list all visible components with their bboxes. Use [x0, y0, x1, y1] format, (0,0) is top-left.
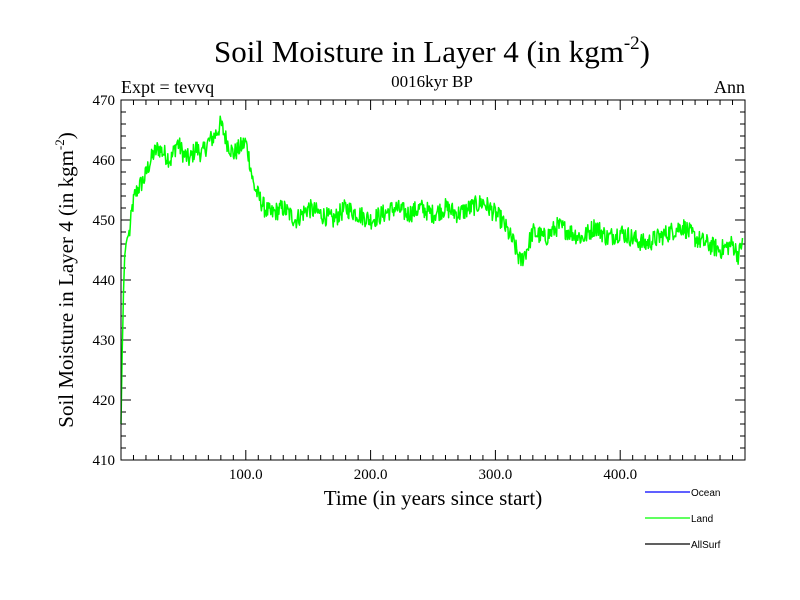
y-axis-label: Soil Moisture in Layer 4 (in kgm-2)	[52, 132, 78, 427]
x-axis-label: Time (in years since start)	[324, 486, 543, 510]
x-tick-label: 300.0	[479, 467, 513, 483]
y-tick-label: 450	[93, 213, 116, 229]
y-tick-labels: 410 420 430 440 450 460 470	[93, 93, 116, 469]
axis-ticks	[121, 100, 745, 460]
chart-title: Soil Moisture in Layer 4 (in kgm-2)	[214, 33, 650, 69]
plot-frame	[120, 99, 746, 461]
period-label: 0016kyr BP	[391, 72, 473, 91]
experiment-label: Expt = tevvq	[121, 77, 214, 97]
series-lines	[120, 115, 744, 425]
legend-label-land: Land	[691, 514, 713, 525]
legend-label-allsurf: AllSurf	[691, 540, 721, 551]
legend: Ocean Land AllSurf	[645, 488, 721, 551]
series-line-land	[120, 115, 744, 425]
x-tick-label: 100.0	[229, 467, 263, 483]
plot-area: 100.0 200.0 300.0 400.0 4104204304404504604…	[93, 93, 746, 483]
season-label: Ann	[714, 77, 745, 97]
y-axis-label-main: Soil Moisture in Layer 4 (in kgm	[54, 150, 78, 428]
y-axis-label-close: )	[54, 132, 78, 139]
y-tick-label: 470	[93, 93, 116, 109]
y-axis-label-exponent: -2	[52, 139, 67, 150]
chart-title-exponent: -2	[624, 33, 640, 54]
chart-title-main: Soil Moisture in Layer 4 (in kgm	[214, 34, 624, 69]
x-tick-label: 200.0	[354, 467, 388, 483]
y-tick-label: 440	[93, 273, 116, 289]
tick-marks	[121, 100, 745, 460]
x-tick-label: 400.0	[603, 467, 637, 483]
x-tick-labels: 100.0 200.0 300.0 400.0	[229, 467, 637, 483]
chart-title-close: )	[640, 34, 650, 69]
y-tick-label: 410	[93, 453, 116, 469]
y-tick-label: 460	[93, 153, 116, 169]
y-tick-label: 420	[93, 393, 116, 409]
y-tick-label: 430	[93, 333, 116, 349]
legend-label-ocean: Ocean	[691, 488, 720, 499]
